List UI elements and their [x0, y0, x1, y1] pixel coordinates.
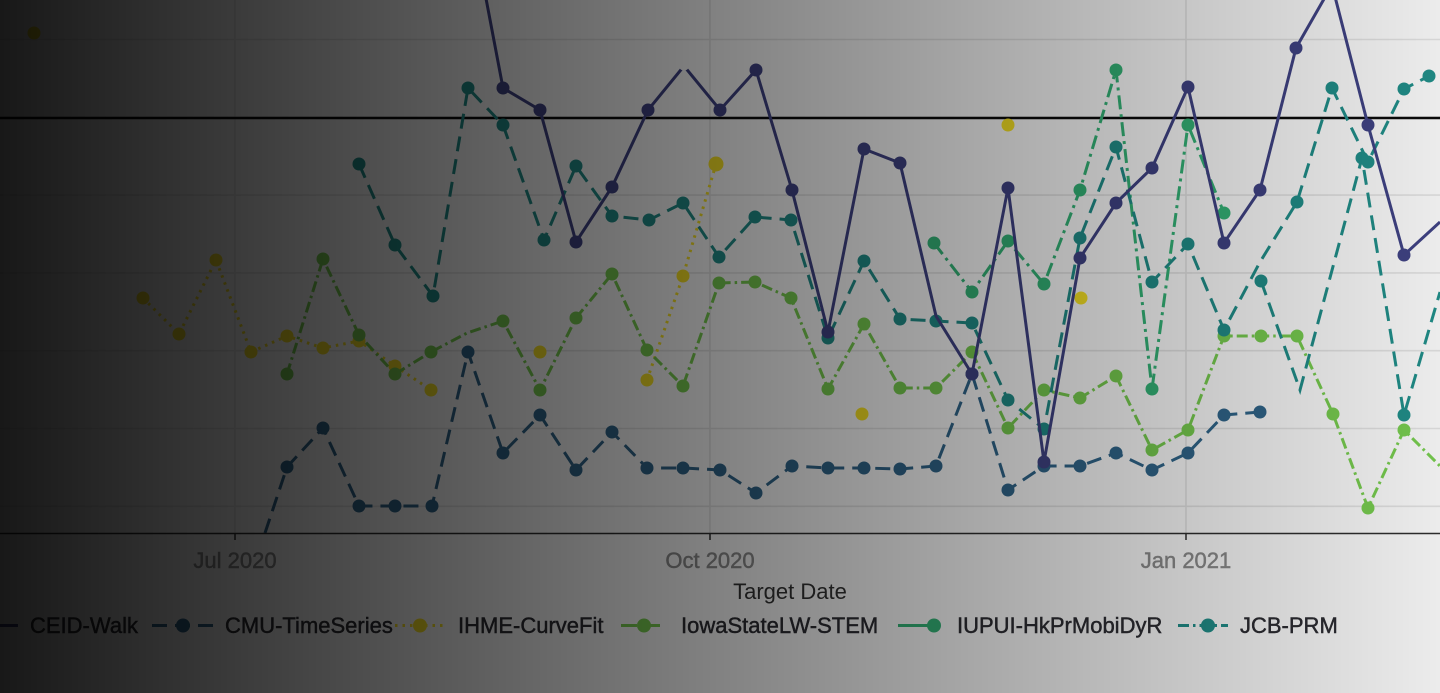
svg-text:IowaStateLW-STEM: IowaStateLW-STEM [681, 613, 878, 638]
svg-text:Jan 2021: Jan 2021 [1141, 548, 1232, 573]
svg-text:Oct 2020: Oct 2020 [665, 548, 754, 573]
svg-text:IHME-CurveFit: IHME-CurveFit [458, 613, 603, 638]
svg-text:Target Date: Target Date [733, 579, 847, 604]
svg-text:CEID-Walk: CEID-Walk [30, 613, 139, 638]
svg-text:JCB-PRM: JCB-PRM [1240, 613, 1338, 638]
svg-text:CMU-TimeSeries: CMU-TimeSeries [225, 613, 393, 638]
svg-text:Jul 2020: Jul 2020 [193, 548, 276, 573]
svg-text:IUPUI-HkPrMobiDyR: IUPUI-HkPrMobiDyR [957, 613, 1162, 638]
